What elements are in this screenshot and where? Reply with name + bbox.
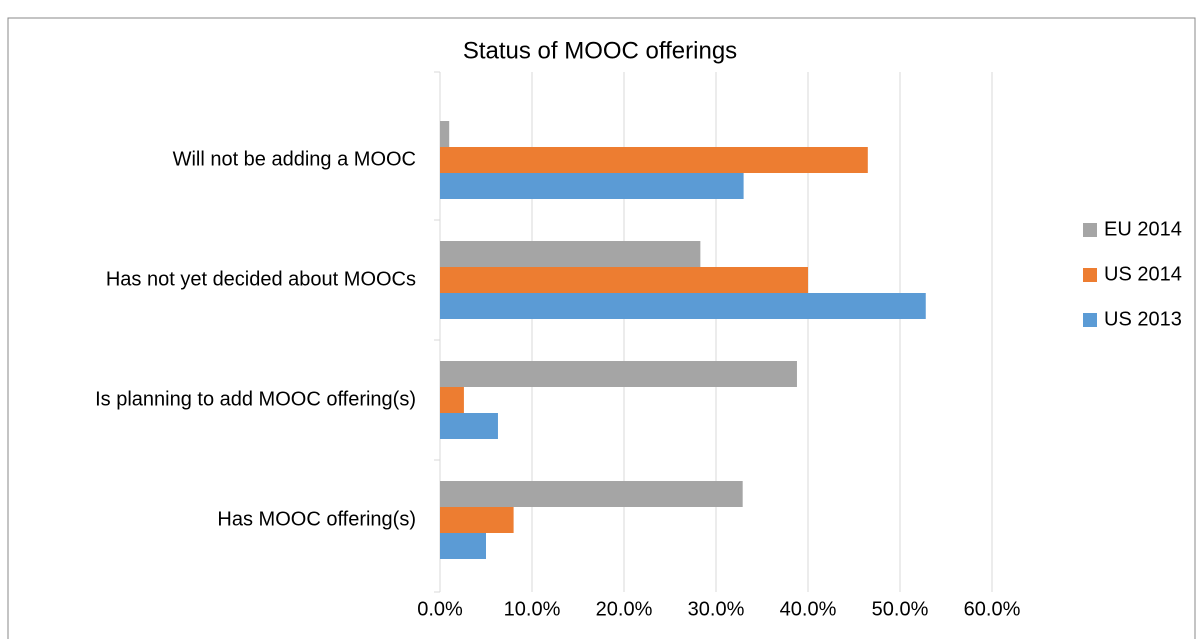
y-tick-label: Will not be adding a MOOC xyxy=(173,148,416,170)
legend-swatch xyxy=(1083,268,1097,282)
x-tick-label: 30.0% xyxy=(688,598,745,620)
bar xyxy=(440,147,868,173)
y-tick-label: Has MOOC offering(s) xyxy=(217,508,416,530)
bar xyxy=(440,267,808,293)
x-tick-label: 50.0% xyxy=(872,598,929,620)
x-tick-label: 0.0% xyxy=(417,598,463,620)
x-tick-label: 40.0% xyxy=(780,598,837,620)
x-tick-label: 10.0% xyxy=(504,598,561,620)
bar xyxy=(440,387,464,413)
x-tick-label: 20.0% xyxy=(596,598,653,620)
legend-swatch xyxy=(1083,223,1097,237)
legend-label: EU 2014 xyxy=(1104,218,1182,240)
y-tick-label: Has not yet decided about MOOCs xyxy=(106,268,416,290)
bar xyxy=(440,507,514,533)
bar xyxy=(440,293,926,319)
legend-label: US 2013 xyxy=(1104,308,1182,330)
legend-label: US 2014 xyxy=(1104,263,1182,285)
bar xyxy=(440,481,743,507)
bar xyxy=(440,361,797,387)
bar xyxy=(440,241,701,267)
bar xyxy=(440,533,486,559)
bar xyxy=(440,173,744,199)
chart-title: Status of MOOC offerings xyxy=(463,37,737,64)
chart-frame xyxy=(7,17,1196,644)
legend-swatch xyxy=(1083,313,1097,327)
bar xyxy=(440,121,450,147)
bar xyxy=(440,413,498,439)
y-tick-label: Is planning to add MOOC offering(s) xyxy=(95,388,416,410)
x-tick-label: 60.0% xyxy=(964,598,1021,620)
